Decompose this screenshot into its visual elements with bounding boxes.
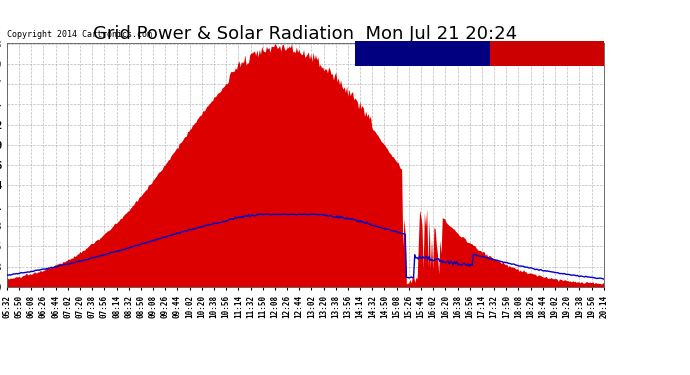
Text: Copyright 2014 Cartronics.com: Copyright 2014 Cartronics.com — [7, 30, 152, 39]
Text: Radiation (w/m2): Radiation (w/m2) — [359, 48, 445, 57]
Text: Grid (AC Watts): Grid (AC Watts) — [493, 48, 574, 57]
Title: Grid Power & Solar Radiation  Mon Jul 21 20:24: Grid Power & Solar Radiation Mon Jul 21 … — [93, 25, 518, 43]
